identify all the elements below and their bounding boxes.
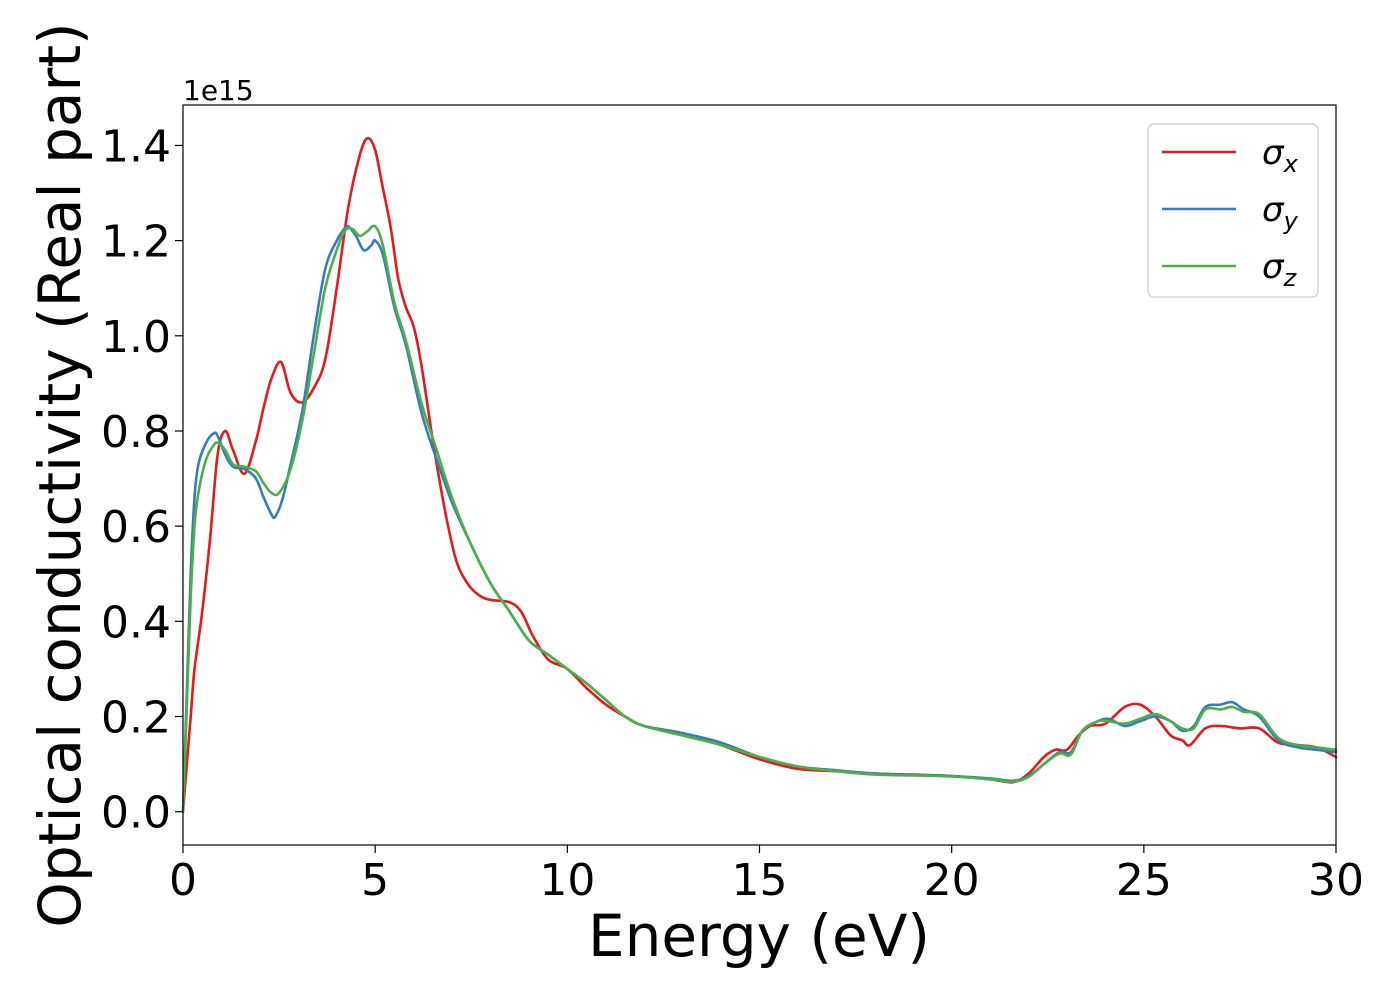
y-axis-ticks: 0.0 0.2 0.4 0.6 0.8 1.0 1.2 1.4 xyxy=(101,121,183,839)
legend-label-x: σx xyxy=(1262,133,1299,178)
legend-label-y: σy xyxy=(1262,190,1299,235)
plot-background xyxy=(183,105,1336,845)
series-line-x xyxy=(181,136,1338,813)
legend-box xyxy=(1147,123,1319,298)
x-tick-label: 30 xyxy=(1308,855,1364,906)
series-line-z xyxy=(181,224,1338,813)
x-tick-label: 15 xyxy=(732,855,788,906)
y-axis-label: Optical conductivity (Real part) xyxy=(26,22,94,927)
x-tick-label: 20 xyxy=(924,855,980,906)
legend: σx σy σz xyxy=(1147,123,1319,298)
x-tick-label: 10 xyxy=(539,855,595,906)
x-axis-ticks: 0 5 10 15 20 25 30 xyxy=(169,845,1364,906)
y-tick-label: 1.2 xyxy=(101,217,171,268)
y-tick-label: 0.4 xyxy=(101,597,171,648)
x-tick-label: 0 xyxy=(169,855,197,906)
x-tick-label: 25 xyxy=(1116,855,1172,906)
x-tick-label: 5 xyxy=(361,855,389,906)
y-tick-label: 0.0 xyxy=(101,788,171,839)
x-axis-label: Energy (eV) xyxy=(588,902,930,970)
y-tick-label: 0.2 xyxy=(101,693,171,744)
y-offset-label: 1e15 xyxy=(183,74,254,107)
y-tick-label: 0.6 xyxy=(101,502,171,553)
y-tick-label: 1.0 xyxy=(101,312,171,363)
y-tick-label: 1.4 xyxy=(101,121,171,172)
legend-label-z: σz xyxy=(1262,247,1298,292)
series-layer xyxy=(181,136,1338,813)
y-tick-label: 0.8 xyxy=(101,407,171,458)
